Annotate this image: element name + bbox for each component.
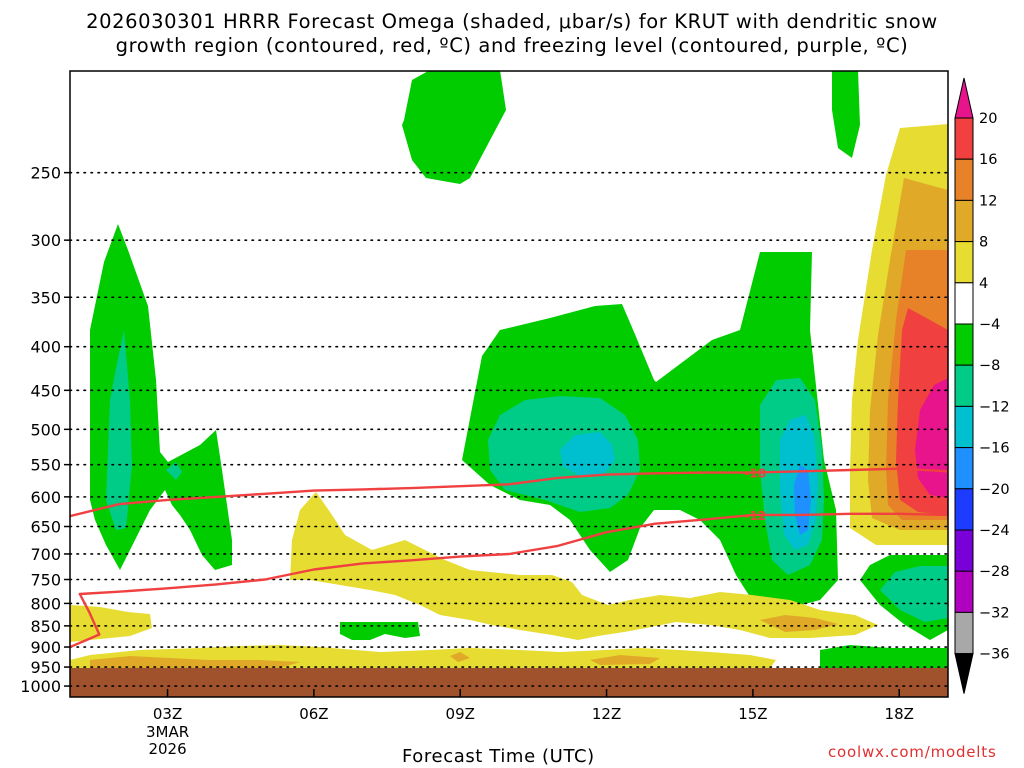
- xtick-label-18Z: 18Z: [885, 705, 914, 723]
- colorbar-swatch-bottom-arrow: [954, 653, 974, 694]
- ytick-label-350: 350: [30, 288, 61, 307]
- colorbar-swatch-5: [954, 282, 974, 325]
- colorbar-swatch-4: [954, 241, 974, 284]
- ytick-label-750: 750: [30, 571, 61, 590]
- contour-line-minus18: [70, 467, 948, 518]
- colorbar-label-8: −16: [979, 441, 1010, 457]
- xtick-sublabel-3MAR: 3MAR: [146, 723, 189, 741]
- omega-area-green-top-left: [402, 71, 506, 184]
- x-axis-label: Forecast Time (UTC): [402, 746, 595, 767]
- omega-area-green-mid: [462, 252, 838, 608]
- chart-title: 2026030301 HRRR Forecast Omega (shaded, …: [0, 10, 1024, 58]
- omega-shading: [70, 71, 948, 697]
- xtick-label-15Z: 15Z: [738, 705, 767, 723]
- contour-line-minus12: [70, 512, 948, 649]
- omega-area-green-small: [340, 622, 420, 640]
- ytick-label-600: 600: [30, 488, 61, 507]
- xtick-sublabel-2026: 2026: [148, 740, 186, 758]
- ground-layer: [70, 668, 948, 697]
- colorbar-label-12: −32: [979, 605, 1010, 621]
- colorbar-swatch-3: [954, 199, 974, 243]
- colorbar-label-1: 16: [979, 152, 997, 168]
- ytick-label-300: 300: [30, 231, 61, 250]
- ytick-label-250: 250: [30, 164, 61, 183]
- colorbar-swatch-12: [954, 570, 974, 613]
- ytick-label-1000: 1000: [20, 677, 61, 696]
- contour-label-minus12: -12: [744, 509, 766, 523]
- xtick-label-12Z: 12Z: [592, 705, 621, 723]
- colorbar-swatch-top-arrow: [954, 77, 974, 119]
- colorbar-label-7: −12: [979, 399, 1010, 415]
- contour-label-minus18: -18: [744, 467, 766, 481]
- title-line-2: growth region (contoured, red, ºC) and f…: [115, 34, 909, 57]
- ytick-label-800: 800: [30, 594, 61, 613]
- colorbar-swatch-1: [954, 117, 974, 160]
- colorbar-label-5: −4: [979, 317, 1000, 333]
- ytick-label-450: 450: [30, 381, 61, 400]
- xtick-label-09Z: 09Z: [446, 705, 475, 723]
- colorbar-swatch-6: [954, 323, 974, 366]
- omega-colorbar: 20 16 12 8 4 −4 −8 −12 −16 −20 −24 −28 −32 −36: [954, 77, 1010, 694]
- omega-area-yellow-lower: [70, 492, 878, 668]
- plot-frame: [69, 70, 949, 698]
- omega-area-magenta-right: [915, 378, 948, 498]
- colorbar-label-6: −8: [979, 358, 1000, 374]
- omega-area-gold-lower: [90, 615, 838, 668]
- colorbar-label-2: 12: [979, 193, 997, 209]
- colorbar-label-10: −24: [979, 523, 1010, 539]
- colorbar-label-9: −20: [979, 482, 1010, 498]
- colorbar-swatch-2: [954, 158, 974, 201]
- ytick-label-500: 500: [30, 420, 61, 439]
- ytick-label-950: 950: [30, 658, 61, 677]
- temperature-contours: -18 -12: [70, 467, 948, 649]
- xtick-label-06Z: 06Z: [299, 705, 328, 723]
- ytick-label-700: 700: [30, 545, 61, 564]
- ytick-label-850: 850: [30, 617, 61, 636]
- ytick-label-550: 550: [30, 456, 61, 475]
- colorbar-label-13: −36: [979, 647, 1010, 663]
- pressure-axis: 250 300 350 400 450 500 550 600 650 700 750 800 850 9…: [20, 164, 70, 696]
- colorbar-swatch-11: [954, 529, 974, 572]
- colorbar-label-0: 20: [979, 111, 997, 127]
- omega-area-green-bottom-right: [820, 645, 948, 670]
- colorbar-label-3: 8: [979, 235, 988, 251]
- xtick-label-03Z: 03Z: [153, 705, 182, 723]
- colorbar-swatch-7: [954, 364, 974, 407]
- colorbar-label-4: 4: [979, 276, 988, 292]
- colorbar-swatch-9: [954, 447, 974, 490]
- omega-area-green-top-right: [832, 71, 860, 158]
- colorbar-swatch-8: [954, 405, 974, 449]
- ytick-label-400: 400: [30, 338, 61, 357]
- title-line-1: 2026030301 HRRR Forecast Omega (shaded, …: [86, 10, 938, 33]
- colorbar-swatch-10: [954, 488, 974, 531]
- ytick-label-900: 900: [30, 638, 61, 657]
- omega-area-blue-right: [794, 465, 811, 535]
- ytick-label-650: 650: [30, 518, 61, 537]
- colorbar-label-11: −28: [979, 564, 1010, 580]
- omega-area-teal-left-spot: [166, 462, 182, 480]
- site-credit: coolwx.com/modelts: [828, 743, 997, 761]
- colorbar-swatch-13: [954, 611, 974, 655]
